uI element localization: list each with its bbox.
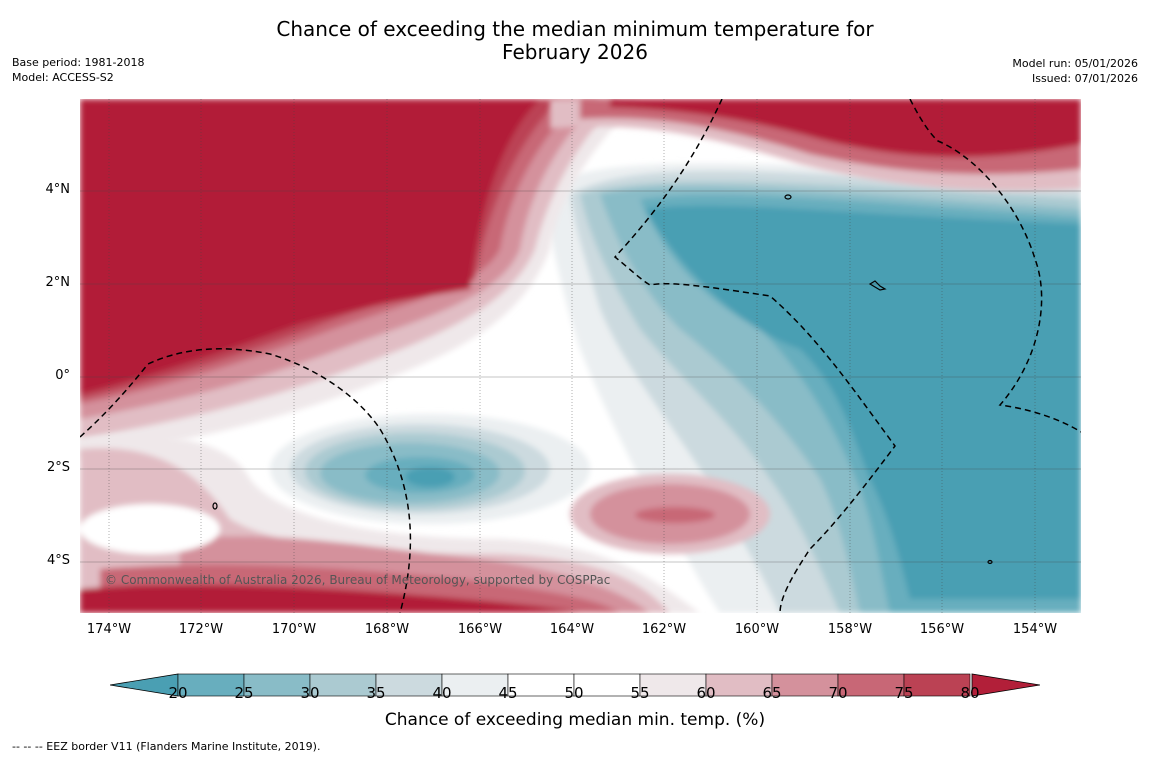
warm-region-south [80, 435, 700, 613]
model-name: Model: ACCESS-S2 [12, 71, 114, 84]
lat-label-0: 0° [55, 368, 70, 383]
title-line-1: Chance of exceeding the median minimum t… [276, 17, 874, 41]
lon-label-162w: 162°W [641, 622, 687, 637]
islands [212, 194, 993, 565]
colorbar-title: Chance of exceeding median min. temp. (%… [384, 710, 766, 730]
colorbar-high-arrow [971, 673, 1040, 697]
lon-label-160w: 160°W [734, 622, 780, 637]
colorbar [110, 673, 1040, 697]
lon-label-170w: 170°W [271, 622, 317, 637]
map-title: Chance of exceeding the median minimum t… [0, 18, 1150, 64]
tick-80: 80 [960, 684, 980, 702]
warm-region-north [80, 99, 640, 459]
copyright-notice: © Commonwealth of Australia 2026, Bureau… [105, 573, 611, 587]
tick-55: 55 [630, 684, 650, 702]
lon-label-172w: 172°W [178, 622, 224, 637]
tick-20: 20 [168, 684, 188, 702]
lat-label-4s: 4°S [46, 553, 70, 568]
latitude-lines [80, 190, 1081, 563]
lon-label-154w: 154°W [1012, 622, 1058, 637]
eez-legend: -- -- -- EEZ border V11 (Flanders Marine… [12, 740, 321, 753]
tick-30: 30 [300, 684, 320, 702]
tick-50: 50 [564, 684, 584, 702]
warm-band-north-east [550, 99, 1081, 191]
lon-label-168w: 168°W [364, 622, 410, 637]
model-run: Model run: 05/01/2026 [1012, 57, 1138, 70]
tick-65: 65 [762, 684, 782, 702]
probability-map [80, 99, 1081, 613]
lon-label-156w: 156°W [919, 622, 965, 637]
colorbar-cell [903, 673, 971, 697]
tick-70: 70 [828, 684, 848, 702]
lat-label-4n: 4°N [45, 182, 71, 197]
eez-border [80, 99, 1081, 613]
cool-blob-south-west [270, 414, 590, 524]
lon-label-158w: 158°W [827, 622, 873, 637]
tick-45: 45 [498, 684, 518, 702]
lat-label-2n: 2°N [45, 275, 71, 290]
meta-right: Model run: 05/01/2026 Issued: 07/01/2026 [1012, 56, 1138, 86]
issued-date: Issued: 07/01/2026 [1031, 72, 1138, 85]
tick-40: 40 [432, 684, 452, 702]
lon-label-166w: 166°W [457, 622, 503, 637]
tick-60: 60 [696, 684, 716, 702]
warm-blob-south-central [570, 474, 770, 554]
tick-35: 35 [366, 684, 386, 702]
lon-label-174w: 174°W [86, 622, 132, 637]
lon-label-164w: 164°W [549, 622, 595, 637]
base-period: Base period: 1981-2018 [12, 56, 145, 69]
cool-region [540, 163, 1081, 613]
title-line-2: February 2026 [502, 40, 648, 64]
tick-25: 25 [234, 684, 254, 702]
meta-left: Base period: 1981-2018 Model: ACCESS-S2 [12, 55, 144, 85]
tick-75: 75 [894, 684, 914, 702]
lat-label-2s: 2°S [46, 460, 70, 475]
